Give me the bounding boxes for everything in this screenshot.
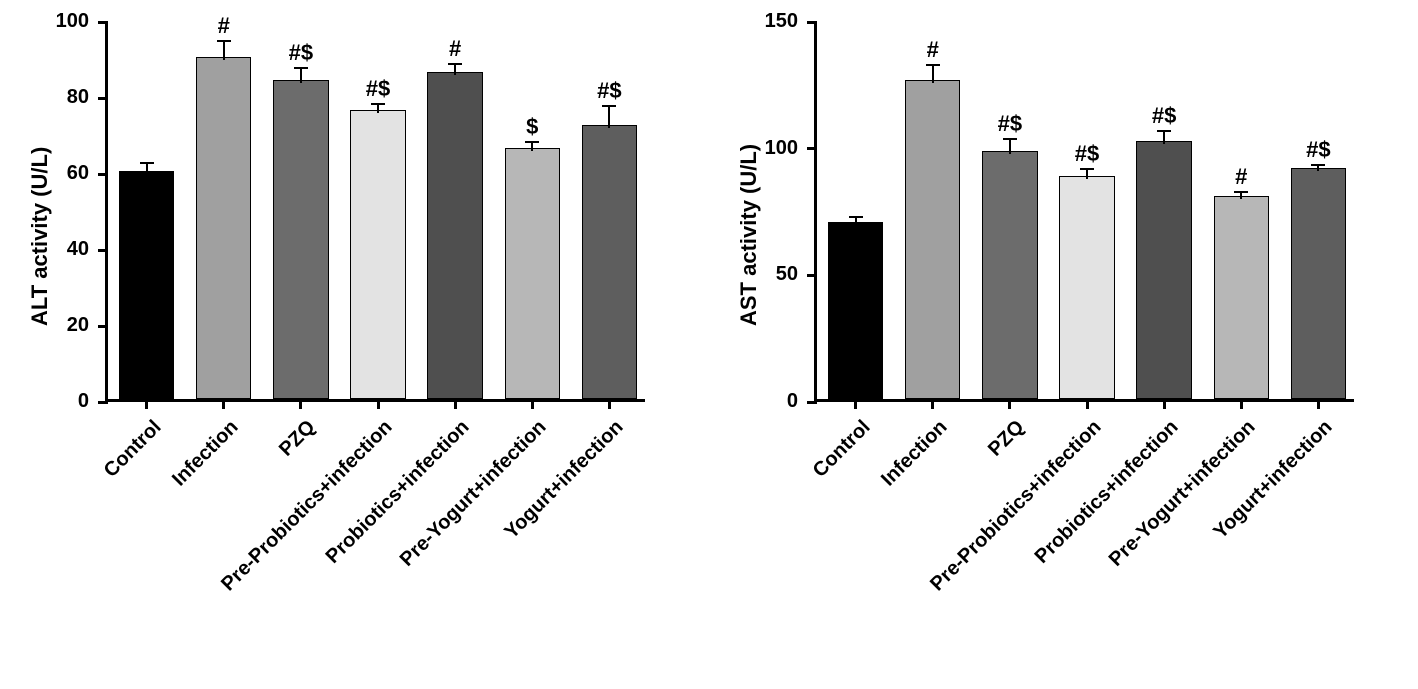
x-tick [531, 399, 534, 409]
significance-annotation: # [1211, 164, 1271, 190]
y-tick [98, 21, 108, 24]
significance-annotation: #$ [1057, 141, 1117, 167]
y-tick [98, 401, 108, 404]
bar [350, 110, 406, 399]
y-tick [98, 173, 108, 176]
error-bar-cap [926, 64, 940, 66]
x-tick [222, 399, 225, 409]
error-bar-cap [1157, 130, 1171, 132]
error-bar-cap [294, 67, 308, 69]
y-tick [98, 249, 108, 252]
plot-area: # #$ #$ #$ # #$ [814, 22, 1354, 402]
x-tick [854, 399, 857, 409]
bar [119, 171, 175, 399]
significance-annotation: # [425, 36, 485, 62]
significance-annotation: #$ [271, 40, 331, 66]
error-bar [1086, 169, 1088, 179]
panel-ast-activity: ##$#$#$##$050100150AST activity (U/L)Con… [709, 0, 1418, 689]
bar [1214, 196, 1270, 399]
bar [982, 151, 1038, 399]
error-bar-cap [1311, 164, 1325, 166]
figure: ##$#$#$#$020406080100ALT activity (U/L)C… [0, 0, 1418, 689]
y-tick [807, 274, 817, 277]
y-tick [98, 97, 108, 100]
x-tick [1240, 399, 1243, 409]
plot-area: ##$#$#$#$ [105, 22, 645, 402]
panel-alt-activity: ##$#$#$#$020406080100ALT activity (U/L)C… [0, 0, 709, 689]
y-tick [807, 21, 817, 24]
significance-annotation: #$ [348, 76, 408, 102]
error-bar-cap [525, 141, 539, 143]
significance-annotation: #$ [1288, 137, 1348, 163]
error-bar [300, 68, 302, 83]
y-tick [98, 325, 108, 328]
significance-annotation: #$ [1134, 103, 1194, 129]
error-bar-cap [602, 105, 616, 107]
bar [582, 125, 638, 399]
y-tick-label: 100 [29, 10, 89, 33]
bar [1291, 168, 1347, 399]
error-bar [1009, 139, 1011, 154]
x-tick [454, 399, 457, 409]
y-tick [807, 401, 817, 404]
error-bar-cap [371, 103, 385, 105]
y-tick-label: 0 [29, 390, 89, 413]
significance-annotation: #$ [579, 78, 639, 104]
x-tick [145, 399, 148, 409]
y-tick-label: 150 [738, 10, 798, 33]
error-bar-cap [849, 216, 863, 218]
bar [273, 80, 329, 399]
error-bar-cap [140, 162, 154, 164]
y-axis-label: ALT activity (U/L) [27, 147, 53, 326]
x-tick [1163, 399, 1166, 409]
x-tick [1317, 399, 1320, 409]
error-bar [608, 106, 610, 129]
y-tick [807, 147, 817, 150]
error-bar-cap [1003, 138, 1017, 140]
error-bar [146, 163, 148, 174]
error-bar-cap [217, 40, 231, 42]
error-bar-cap [448, 63, 462, 65]
bar [905, 80, 961, 399]
bar [1059, 176, 1115, 399]
error-bar-cap [1080, 168, 1094, 170]
bar [1136, 141, 1192, 399]
error-bar [223, 41, 225, 60]
error-bar [454, 64, 456, 75]
error-bar [531, 142, 533, 152]
x-tick [931, 399, 934, 409]
error-bar [855, 217, 857, 225]
error-bar [377, 104, 379, 114]
y-tick-label: 80 [29, 86, 89, 109]
significance-annotation: # [903, 37, 963, 63]
y-tick-label: 0 [738, 390, 798, 413]
error-bar [1240, 192, 1242, 200]
bar [196, 57, 252, 399]
significance-annotation: #$ [980, 111, 1040, 137]
x-tick [1008, 399, 1011, 409]
x-tick [1086, 399, 1089, 409]
error-bar-cap [1234, 191, 1248, 193]
error-bar [1163, 131, 1165, 144]
x-tick [377, 399, 380, 409]
bar [427, 72, 483, 399]
x-tick [608, 399, 611, 409]
bar [505, 148, 561, 399]
x-tick [299, 399, 302, 409]
y-axis-label: AST activity (U/L) [736, 144, 762, 326]
bar [828, 222, 884, 399]
error-bar [932, 65, 934, 83]
significance-annotation: $ [502, 114, 562, 140]
significance-annotation: # [194, 13, 254, 39]
